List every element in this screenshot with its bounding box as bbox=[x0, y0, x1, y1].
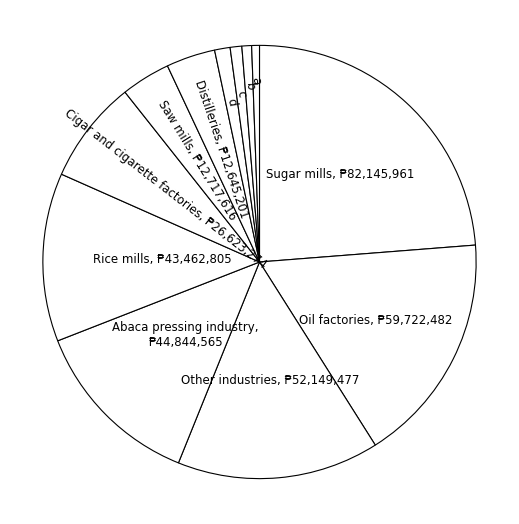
Wedge shape bbox=[260, 245, 476, 445]
Text: a: a bbox=[250, 77, 263, 84]
Wedge shape bbox=[125, 66, 260, 262]
Text: Sugar mills, ₱82,145,961: Sugar mills, ₱82,145,961 bbox=[266, 168, 415, 181]
Wedge shape bbox=[61, 92, 260, 262]
Wedge shape bbox=[260, 46, 475, 262]
Wedge shape bbox=[179, 262, 375, 478]
Text: Saw mills, ₱12,717,616: Saw mills, ₱12,717,616 bbox=[155, 99, 239, 223]
Text: Distilleries, ₱12,645,201: Distilleries, ₱12,645,201 bbox=[193, 79, 251, 220]
Wedge shape bbox=[168, 50, 260, 262]
Wedge shape bbox=[214, 47, 260, 262]
Text: Oil factories, ₱59,722,482: Oil factories, ₱59,722,482 bbox=[299, 314, 453, 326]
Text: Rice mills, ₱43,462,805: Rice mills, ₱43,462,805 bbox=[93, 253, 231, 266]
Wedge shape bbox=[58, 262, 260, 463]
Text: Other industries, ₱52,149,477: Other industries, ₱52,149,477 bbox=[181, 374, 360, 387]
Text: b: b bbox=[242, 83, 256, 91]
Wedge shape bbox=[230, 46, 260, 262]
Wedge shape bbox=[43, 174, 260, 341]
Text: d: d bbox=[225, 97, 239, 107]
Wedge shape bbox=[242, 46, 260, 262]
Text: Abaca pressing industry,
₱44,844,565: Abaca pressing industry, ₱44,844,565 bbox=[112, 321, 259, 349]
Text: Cigar and cigarette factories, ₱26,623,274: Cigar and cigarette factories, ₱26,623,2… bbox=[62, 107, 269, 271]
Text: c: c bbox=[234, 90, 248, 98]
Wedge shape bbox=[252, 46, 260, 262]
